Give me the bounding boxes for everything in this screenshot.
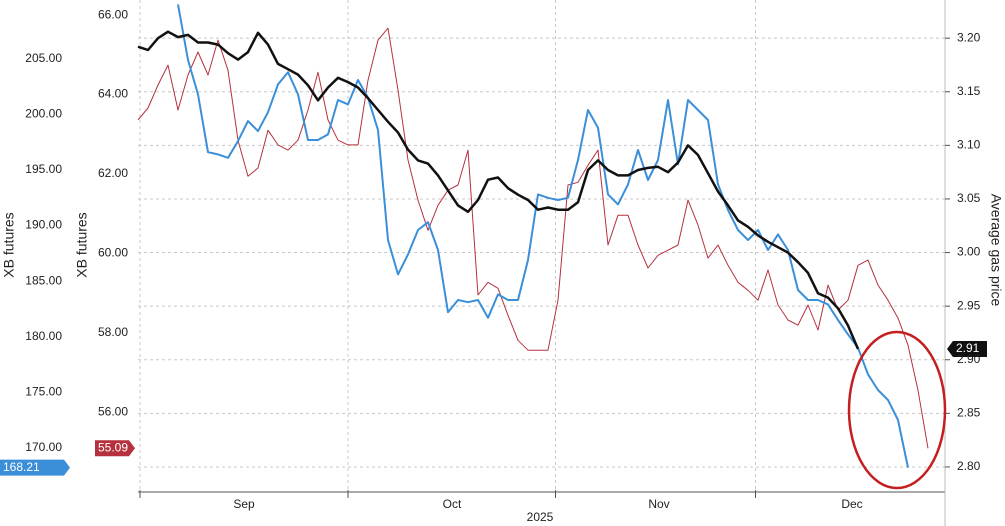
y-tick-label: 200.00 <box>25 107 62 121</box>
x-tick-label: Sep <box>233 497 255 511</box>
y-tick-label: 175.00 <box>25 384 62 398</box>
series-line <box>137 30 860 350</box>
y2-tick-label: 58.00 <box>98 325 128 339</box>
last-value-label: 2.91 <box>956 341 980 355</box>
y-tick-label: 185.00 <box>25 273 62 287</box>
y3-tick-label: 2.90 <box>957 352 981 366</box>
y2-tick-label: 64.00 <box>98 87 128 101</box>
series-line <box>177 4 909 468</box>
y-tick-label: 195.00 <box>25 162 62 176</box>
series-line <box>137 27 929 449</box>
y-tick-label: 205.00 <box>25 51 62 65</box>
x-tick-label: Dec <box>841 497 862 511</box>
y-tick-label: 180.00 <box>25 329 62 343</box>
grid <box>138 0 945 490</box>
y3-tick-label: 2.85 <box>957 406 981 420</box>
y3-tick-label: 2.95 <box>957 298 981 312</box>
y-axis-title: XB futures <box>1 212 17 277</box>
y3-tick-label: 3.00 <box>957 245 981 259</box>
last-value-tag <box>0 459 70 476</box>
y3-tick-label: 3.20 <box>957 30 981 44</box>
y3-tick-label: 3.15 <box>957 84 981 98</box>
highlight-circle <box>847 330 947 490</box>
y-tick-label: 190.00 <box>25 218 62 232</box>
x-axis-title: 2025 <box>527 510 554 524</box>
x-tick-label: Nov <box>648 497 669 511</box>
y2-tick-label: 56.00 <box>98 404 128 418</box>
y3-tick-label: 2.80 <box>957 459 981 473</box>
y2-tick-label: 62.00 <box>98 166 128 180</box>
y2-tick-label: 66.00 <box>98 7 128 21</box>
last-value-tag <box>947 341 987 358</box>
y3-tick-label: 3.05 <box>957 191 981 205</box>
lines <box>137 4 929 468</box>
tags: 55.09 168.21 2.91 <box>0 341 987 476</box>
y-tick-label: 170.00 <box>25 440 62 454</box>
last-value-tag <box>95 440 135 457</box>
y2-tick-label: 60.00 <box>98 246 128 260</box>
y2-axis-title: XB futures <box>74 212 90 277</box>
last-value-label: 55.09 <box>98 440 128 454</box>
x-tick-label: Oct <box>443 497 462 511</box>
y3-tick-label: 3.10 <box>957 138 981 152</box>
last-value-label: 168.21 <box>3 460 40 474</box>
y3-axis-title: Average gas price <box>988 194 1004 307</box>
